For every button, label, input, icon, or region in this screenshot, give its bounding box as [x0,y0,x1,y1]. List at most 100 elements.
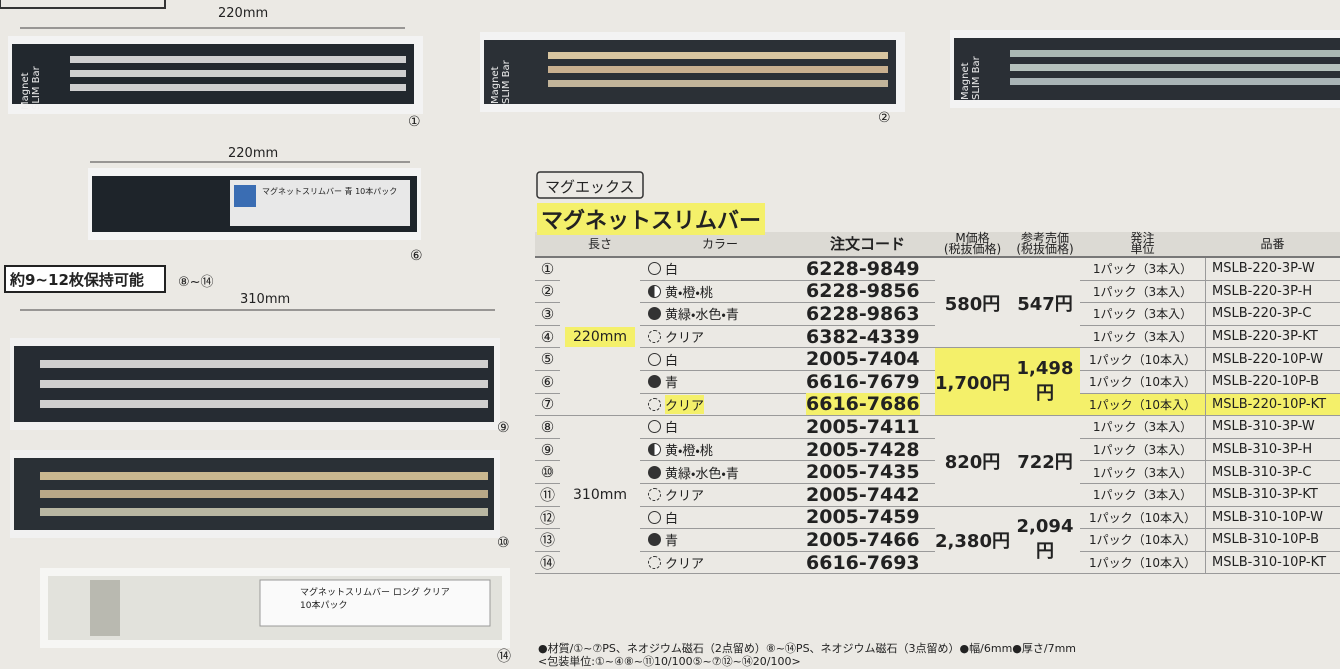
bar-image [10,338,500,430]
order-code: 2005-7411 [800,416,935,439]
figure-number: ① [408,114,421,130]
figure-number: ⑨ [497,420,510,436]
part-number: MSLB-310-10P-W [1205,506,1340,530]
m-price: 820円 [935,416,1010,507]
order-code-text: 6616-7686 [806,393,920,416]
color-cell: 黄緑・水色・青 [640,303,800,326]
color-name: 白 [665,263,679,279]
row-number: ⑨ [535,439,560,462]
color-icon [648,330,661,344]
part-number: MSLB-220-3P-KT [1205,325,1340,349]
row-number: ⑤ [535,348,560,371]
order-code: 6228-9849 [800,258,935,281]
part-number: MSLB-220-10P-KT [1205,393,1340,417]
color-name: 青 [665,534,679,550]
brand: マグエックス [545,178,635,196]
figure-number: ⑩ [497,535,510,551]
m-price-header: M価格 (税抜価格) [935,232,1010,258]
part-number: MSLB-310-10P-KT [1205,551,1340,575]
row-number: ⑩ [535,461,560,484]
row-number: ⑧ [535,416,560,439]
color-icon [648,420,661,434]
ref-price: 1,498円 [1010,348,1080,417]
order-code-text: 2005-7435 [806,461,920,484]
order-unit: 1パック（3本入） [1080,484,1205,507]
row-number: ⑭ [535,552,560,575]
order-unit: 1パック（10本入） [1080,371,1205,394]
length-header: 長さ [560,232,640,258]
part-number: MSLB-310-3P-H [1205,438,1340,462]
order-unit: 1パック（3本入） [1080,326,1205,349]
color-cell: クリア [640,484,800,507]
color-cell: 青 [640,529,800,552]
capacity-range: ⑧~⑭ [178,275,214,290]
color-name: クリア [665,394,705,414]
part-number: MSLB-220-10P-B [1205,371,1340,394]
code-header: 注文コード [800,232,935,258]
note: ●材質/①~⑦PS、ネオジウム磁石（2点留め）⑧~⑭PS、ネオジウム磁石（3点留… [538,642,1077,655]
order-code-text: 2005-7411 [806,415,920,438]
length-cell: 220mm [560,258,640,417]
color-cell: 黄・橙・桃 [640,281,800,304]
bar-image [950,30,1340,108]
order-unit: 1パック（10本入） [1080,393,1205,417]
m-price: 1,700円 [935,348,1010,417]
color-icon [648,352,661,366]
row-number: ③ [535,303,560,326]
order-code: 6382-4339 [800,326,935,349]
color-name: 白 [665,353,679,369]
color-icon [648,533,661,547]
order-code: 6228-9863 [800,303,935,326]
color-icon [648,510,661,524]
product-label: マグネットスリムバー ロング クリア 10本パック [300,588,450,611]
bar-image [480,32,905,112]
note: <包装単位:①~④⑧~⑪10/100⑤~⑦⑫~⑭20/100> [538,655,801,668]
capacity-note: 約9~12枚保持可能 [10,271,144,289]
order-unit: 1パック（3本入） [1080,303,1205,326]
ref-price: 547円 [1010,258,1080,349]
pack-image [88,168,421,240]
m-price: 580円 [935,258,1010,349]
order-unit: 1パック（3本入） [1080,258,1205,281]
order-code-text: 6616-7679 [806,370,920,393]
order-code-text: 6382-4339 [806,325,920,348]
product-label: マグネットスリムバー 青 10本パック [262,187,398,196]
title: マグネットスリムバー [537,203,766,235]
part-number: MSLB-310-10P-B [1205,529,1340,552]
product-label: Magnet SLIM Bar [960,56,982,100]
part-number: MSLB-220-10P-W [1205,348,1340,371]
product-label: Magnet SLIM Bar [20,66,42,110]
order-code: 2005-7435 [800,461,935,484]
dimension: 220mm [218,6,269,21]
part-number: MSLB-220-3P-H [1205,280,1340,304]
order-unit: 1パック（3本入） [1080,416,1205,439]
order-code-text: 2005-7404 [806,348,920,371]
color-name: 黄緑・水色・青 [665,466,739,482]
color-name: クリア [665,331,705,347]
part-header: 品番 [1205,232,1340,258]
row-number: ① [535,258,560,281]
row-number: ② [535,281,560,304]
color-name: クリア [665,489,705,505]
color-icon [648,556,661,570]
order-code: 6616-7693 [800,552,935,575]
row-number: ④ [535,326,560,349]
order-code: 6228-9856 [800,280,935,304]
product-label: Magnet SLIM Bar [490,60,512,104]
color-icon [648,284,661,298]
color-cell: クリア [640,326,800,349]
color-icon [648,488,661,502]
order-code-text: 2005-7466 [806,528,920,551]
order-code: 2005-7459 [800,506,935,530]
color-icon [648,262,661,276]
color-cell: 青 [640,371,800,394]
color-name: 青 [665,376,679,392]
ref-price: 2,094円 [1010,507,1080,575]
order-code-text: 6616-7693 [806,551,920,574]
color-icon [648,465,661,479]
row-number: ⑦ [535,394,560,417]
row-number: ⑫ [535,507,560,530]
color-name: 黄緑・水色・青 [665,308,739,324]
dimension: 220mm [228,146,279,161]
